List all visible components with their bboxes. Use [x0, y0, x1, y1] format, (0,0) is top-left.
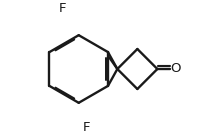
Text: F: F	[83, 121, 91, 134]
Text: O: O	[170, 63, 180, 75]
Text: F: F	[58, 2, 66, 15]
